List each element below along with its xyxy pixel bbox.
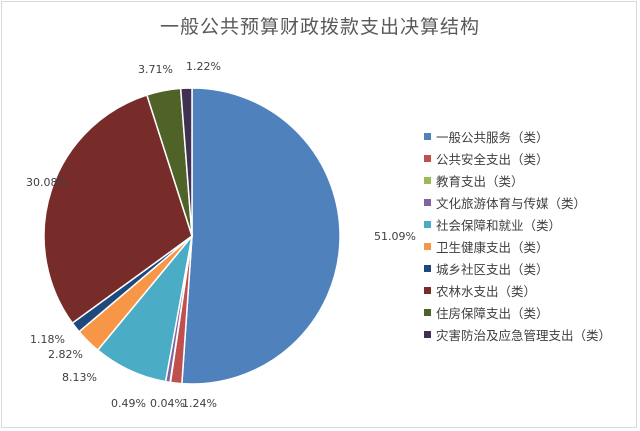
legend-label: 灾害防治及应急管理支出（类） [436, 327, 612, 343]
legend-label: 文化旅游体育与传媒（类） [436, 195, 587, 211]
legend-label: 住房保障支出（类） [436, 305, 549, 321]
legend: 一般公共服务（类） 公共安全支出（类） 教育支出（类） 文化旅游体育与传媒（类） 社会保… [424, 125, 611, 345]
slice-label-7: 1.18% [30, 333, 65, 346]
legend-label: 卫生健康支出（类） [436, 239, 549, 255]
legend-swatch [424, 330, 431, 338]
legend-swatch [424, 308, 431, 316]
legend-label: 一般公共服务（类） [436, 129, 549, 145]
slice-label-2: 1.24% [182, 397, 217, 410]
slice-label-8: 30.08% [26, 176, 68, 189]
slice-label-4: 0.49% [111, 397, 146, 410]
legend-swatch [424, 242, 431, 250]
legend-swatch [424, 264, 431, 272]
pie-slice-10 [179, 87, 193, 237]
slice-label-1: 51.09% [374, 230, 416, 243]
pie-slice-8 [43, 94, 193, 325]
legend-item-10: 灾害防治及应急管理支出（类） [424, 323, 611, 345]
pie-slice-1 [181, 87, 341, 385]
legend-item-6: 卫生健康支出（类） [424, 235, 611, 257]
legend-label: 教育支出（类） [436, 173, 524, 189]
legend-item-8: 农林水支出（类） [424, 279, 611, 301]
legend-swatch [424, 220, 431, 228]
legend-item-1: 一般公共服务（类） [424, 125, 611, 147]
legend-item-7: 城乡社区支出（类） [424, 257, 611, 279]
slice-label-9: 3.71% [138, 63, 173, 76]
legend-swatch [424, 176, 431, 184]
legend-item-9: 住房保障支出（类） [424, 301, 611, 323]
legend-swatch [424, 154, 431, 162]
legend-label: 城乡社区支出（类） [436, 261, 549, 277]
chart-title: 一般公共预算财政拨款支出决算结构 [159, 16, 480, 38]
legend-item-4: 文化旅游体育与传媒（类） [424, 191, 611, 213]
slice-label-3: 0.04% [150, 397, 185, 410]
slice-label-5: 8.13% [62, 371, 97, 384]
legend-label: 社会保障和就业（类） [436, 217, 562, 233]
legend-label: 农林水支出（类） [436, 283, 537, 299]
legend-swatch [424, 198, 431, 206]
legend-label: 公共安全支出（类） [436, 151, 549, 167]
legend-item-5: 社会保障和就业（类） [424, 213, 611, 235]
slice-label-6: 2.82% [48, 348, 83, 361]
legend-item-3: 教育支出（类） [424, 169, 611, 191]
legend-item-2: 公共安全支出（类） [424, 147, 611, 169]
legend-swatch [424, 286, 431, 294]
slice-label-10: 1.22% [186, 60, 221, 73]
legend-swatch [424, 132, 431, 140]
